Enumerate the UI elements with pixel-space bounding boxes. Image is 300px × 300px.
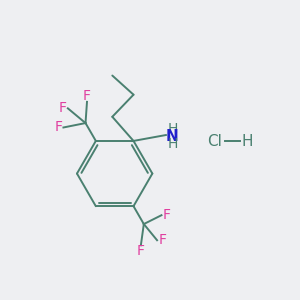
Text: F: F	[158, 233, 166, 247]
Text: F: F	[59, 101, 67, 115]
Text: H: H	[167, 137, 178, 152]
Text: H: H	[242, 134, 253, 149]
Text: F: F	[83, 89, 91, 103]
Text: F: F	[54, 121, 62, 134]
Text: Cl: Cl	[207, 134, 222, 149]
Text: H: H	[167, 122, 178, 136]
Text: F: F	[137, 244, 145, 258]
Text: N: N	[166, 129, 179, 144]
Text: F: F	[163, 208, 171, 222]
